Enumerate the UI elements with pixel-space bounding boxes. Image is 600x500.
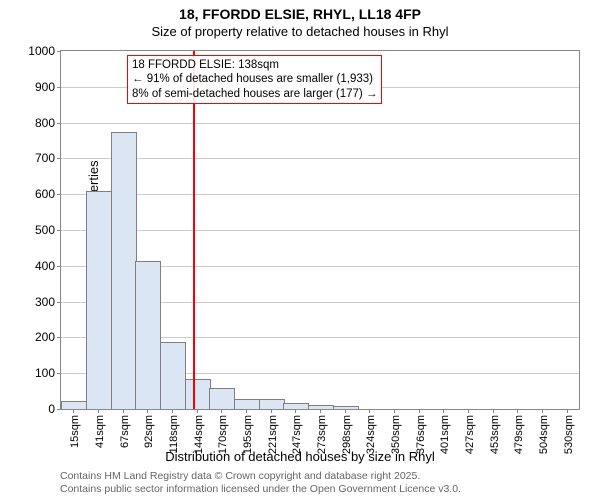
annotation-line-1: 18 FFORDD ELSIE: 138sqm <box>132 58 377 72</box>
x-tick-label: 427sqm <box>464 409 476 454</box>
histogram-bar <box>61 401 87 409</box>
y-tick-label: 500 <box>35 223 61 237</box>
histogram-bar <box>160 342 186 409</box>
attribution-text: Contains HM Land Registry data © Crown c… <box>60 470 461 496</box>
x-tick-label: 144sqm <box>193 409 205 454</box>
x-tick-label: 504sqm <box>538 409 550 454</box>
x-tick-label: 530sqm <box>563 409 575 454</box>
x-tick-label: 298sqm <box>341 409 353 454</box>
x-tick-label: 67sqm <box>119 409 131 448</box>
x-tick-label: 401sqm <box>439 409 451 454</box>
x-tick-label: 221sqm <box>267 409 279 454</box>
annotation-line-2: ← 91% of detached houses are smaller (1,… <box>132 72 377 86</box>
y-tick-label: 0 <box>48 402 61 416</box>
x-tick-label: 92sqm <box>143 409 155 448</box>
histogram-bar <box>111 132 137 409</box>
x-axis-label: Distribution of detached houses by size … <box>0 449 600 464</box>
annotation-box: 18 FFORDD ELSIE: 138sqm ← 91% of detache… <box>127 55 382 104</box>
y-tick-label: 100 <box>35 366 61 380</box>
x-tick-label: 376sqm <box>415 409 427 454</box>
attribution-line-2: Contains public sector information licen… <box>60 483 461 496</box>
x-tick-label: 453sqm <box>489 409 501 454</box>
y-tick-label: 800 <box>35 116 61 130</box>
x-tick-label: 324sqm <box>365 409 377 454</box>
gridline <box>61 230 579 231</box>
x-tick-label: 479sqm <box>513 409 525 454</box>
chart-subtitle: Size of property relative to detached ho… <box>0 24 600 39</box>
x-tick-label: 247sqm <box>291 409 303 454</box>
y-tick-label: 600 <box>35 187 61 201</box>
plot-area: 0100200300400500600700800900100015sqm41s… <box>60 50 580 410</box>
histogram-bar <box>86 191 112 409</box>
histogram-bar <box>209 388 235 409</box>
x-tick-label: 118sqm <box>168 409 180 453</box>
y-tick-label: 1000 <box>28 44 61 58</box>
histogram-bar <box>259 399 285 409</box>
gridline <box>61 158 579 159</box>
x-tick-label: 41sqm <box>94 409 106 448</box>
chart-title: 18, FFORDD ELSIE, RHYL, LL18 4FP <box>0 6 600 22</box>
x-tick-label: 170sqm <box>217 409 229 454</box>
gridline <box>61 194 579 195</box>
histogram-bar <box>135 261 161 409</box>
annotation-line-3: 8% of semi-detached houses are larger (1… <box>132 87 377 101</box>
histogram-chart: 18, FFORDD ELSIE, RHYL, LL18 4FP Size of… <box>0 0 600 500</box>
histogram-bar <box>185 379 211 409</box>
x-tick-label: 273sqm <box>316 409 328 454</box>
y-tick-label: 300 <box>35 295 61 309</box>
x-tick-label: 350sqm <box>390 409 402 454</box>
x-tick-label: 15sqm <box>69 409 81 448</box>
y-tick-label: 400 <box>35 259 61 273</box>
x-tick-label: 195sqm <box>242 409 254 454</box>
property-marker-line <box>193 51 195 409</box>
y-tick-label: 900 <box>35 80 61 94</box>
y-tick-label: 200 <box>35 330 61 344</box>
attribution-line-1: Contains HM Land Registry data © Crown c… <box>60 470 461 483</box>
y-tick-label: 700 <box>35 151 61 165</box>
gridline <box>61 123 579 124</box>
histogram-bar <box>234 399 260 409</box>
